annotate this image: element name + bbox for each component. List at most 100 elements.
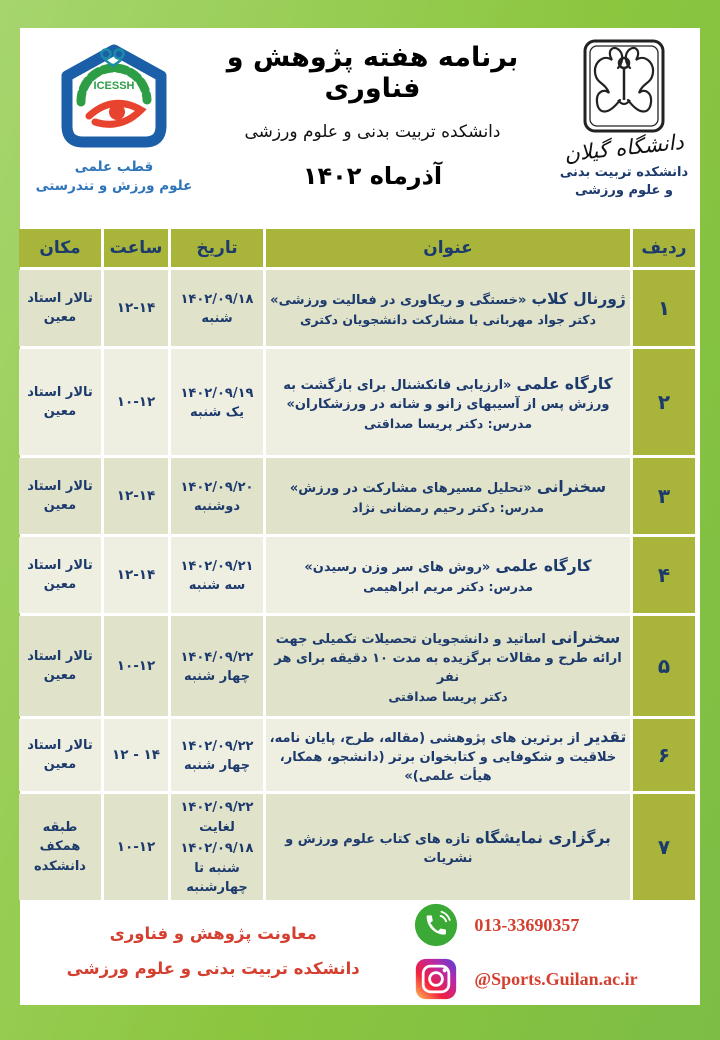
footer-contacts: 013-33690357 [386, 903, 690, 1001]
guilan-university-logo-block: دانشگاه گیلان دانشکده تربیت بدنی و علوم … [554, 38, 694, 199]
event-title-cell: برگزاری نمایشگاه تازه های کتاب علوم ورزش… [266, 794, 630, 900]
instagram-icon [416, 958, 457, 1000]
schedule-row: ۳ سخنرانی «تحلیل مسیرهای مشارکت در ورزش»… [19, 458, 695, 534]
instagram-contact: @Sports.Guilan.ac.ir [414, 957, 690, 1001]
event-place: تالار استاد معین [19, 349, 101, 455]
event-date-cell: ۱۴۰۲/۰۹/۲۰ دوشنبه [171, 458, 263, 534]
row-number: ۲ [633, 349, 695, 455]
event-time-cell: ۱۲-۱۴ [104, 270, 168, 346]
event-date-line: لغایت [199, 819, 235, 835]
header-time: ساعت [104, 229, 168, 267]
event-place: تالار استاد معین [19, 719, 101, 791]
event-type: کارگاه علمی [516, 374, 613, 393]
row-number: ۴ [633, 537, 695, 613]
event-date-cell: ۱۴۰۲/۰۹/۱۸ شنبه [171, 270, 263, 346]
event-time: ۱۲-۱۴ [116, 567, 156, 583]
schedule-row: ۵ سخنرانی اساتید و دانشجویان تحصیلات تکم… [19, 616, 695, 716]
event-description: تازه های کتاب علوم ورزش و نشریات [285, 831, 473, 866]
event-presenter: مدرس: دکتر پریسا صداقتی [363, 415, 533, 431]
event-time: ۱۲-۱۴ [116, 488, 156, 504]
event-place: تالار استاد معین [19, 537, 101, 613]
event-place: تالار استاد معین [19, 270, 101, 346]
event-date-cell: ۱۴۰۲/۰۹/۲۱ سه شنبه [171, 537, 263, 613]
schedule-row: ۶ تقدیر از برترین های پژوهشی (مقاله، طرح… [19, 719, 695, 791]
event-time-cell: ۱۰-۱۲ [104, 794, 168, 900]
event-place: تالار استاد معین [19, 616, 101, 716]
icessh-acronym: ICESSH [94, 80, 135, 92]
event-date-line: چهارشنبه [186, 880, 248, 895]
event-title-cell: ژورنال کلاب «خستگی و ریکاوری در فعالیت و… [266, 270, 630, 346]
row-number: ۶ [633, 719, 695, 791]
event-presenter: مدرس: دکتر مریم ابراهیمی [363, 579, 533, 594]
poster-main-title: برنامه هفته پژوهش و فناوری [226, 42, 519, 104]
poster-white-panel: دانشگاه گیلان دانشکده تربیت بدنی و علوم … [19, 28, 700, 1005]
phone-number: 013-33690357 [474, 914, 580, 935]
event-description: از برترین های پژوهشی (مقاله، طرح، پایان … [269, 730, 617, 784]
event-date-line: سه شنبه [188, 578, 246, 593]
icessh-caption-line2: علوم ورزش و تندرستی [35, 177, 193, 194]
row-number: ۵ [633, 616, 695, 716]
guilan-faculty-line2: و علوم ورزشی [575, 182, 673, 198]
event-time: ۱۰-۱۲ [116, 658, 156, 674]
event-date-cell: ۱۴۰۲/۰۹/۲۲ لغایت ۱۴۰۲/۰۹/۱۸ شنبه تا چهارشنبه [171, 794, 263, 900]
event-date-cell: ۱۴۰۲/۰۹/۲۲ چهار شنبه [171, 719, 263, 791]
event-date-line: ۱۴۰۲/۰۹/۱۸ [180, 841, 254, 856]
event-date-line: ۱۴۰۲/۰۹/۲۱ [180, 558, 254, 574]
event-date-line: ۱۴۰۲/۰۹/۱۸ [180, 291, 254, 307]
event-description: «روش های سر وزن رسیدن» [304, 560, 491, 575]
event-time: ۱۲-۱۴ [116, 300, 156, 316]
event-time: ۱۰-۱۲ [116, 394, 156, 410]
event-title-cell: کارگاه علمی «روش های سر وزن رسیدن» مدرس:… [266, 537, 630, 613]
event-time-cell: ۱۲-۱۴ [104, 458, 168, 534]
row-number: ۷ [633, 794, 695, 900]
row-number: ۱ [633, 270, 695, 346]
event-date-line: ۱۴۰۲/۰۹/۲۲ [180, 800, 254, 815]
event-date-line: شنبه تا [194, 860, 240, 876]
schedule-row: ۱ ژورنال کلاب «خستگی و ریکاوری در فعالیت… [19, 270, 695, 346]
event-description: «خستگی و ریکاوری در فعالیت ورزشی» [270, 293, 527, 308]
header-date: تاریخ [171, 229, 263, 267]
event-date-line: ۱۴۰۲/۰۹/۲۲ [180, 738, 254, 754]
event-place: طبقه همکف دانشکده [19, 794, 101, 900]
event-type: سخنرانی [550, 629, 621, 647]
header-row-number: ردیف [633, 229, 695, 267]
event-time-cell: ۱۰-۱۲ [104, 616, 168, 716]
schedule-row: ۲ کارگاه علمی «ارزیابی فانکشنال برای باز… [19, 349, 695, 455]
row-number: ۳ [633, 458, 695, 534]
event-type: سخنرانی [536, 478, 607, 496]
guilan-university-emblem-icon [583, 39, 665, 133]
poster-titles: برنامه هفته پژوهش و فناوری دانشکده تربیت… [210, 36, 535, 190]
icessh-caption-line1: قطب علمی [74, 159, 154, 175]
footer-org-line1: معاونت پژوهش و فناوری [109, 924, 317, 944]
event-date-line: چهار شنبه [183, 669, 251, 684]
event-date-line: ۱۴۰۲/۰۹/۲۰ [180, 479, 254, 495]
poster-header: دانشگاه گیلان دانشکده تربیت بدنی و علوم … [20, 28, 700, 226]
event-time-cell: ۱۲-۱۴ [104, 537, 168, 613]
event-date-line: چهار شنبه [183, 758, 251, 773]
event-type: برگزاری نمایشگاه [475, 828, 611, 847]
event-date-line: ۱۴۰۲/۰۹/۱۹ [180, 385, 254, 401]
event-title-cell: سخنرانی «تحلیل مسیرهای مشارکت در ورزش» م… [266, 458, 630, 534]
event-date-cell: ۱۴۰۴/۰۹/۲۲ چهار شنبه [171, 616, 263, 716]
schedule-table: ردیف عنوان تاریخ ساعت مکان ۱ ژورنال کلاب… [16, 226, 698, 903]
event-type: کارگاه علمی [495, 557, 592, 575]
footer-organization: معاونت پژوهش و فناوری دانشکده تربیت بدنی… [30, 917, 386, 986]
event-date-line: ۱۴۰۴/۰۹/۲۲ [180, 649, 254, 665]
event-presenter: دکتر جواد مهربانی با مشارکت دانشجویان دک… [300, 312, 596, 327]
event-title-cell: تقدیر از برترین های پژوهشی (مقاله، طرح، … [266, 719, 630, 791]
poster-subtitle: دانشکده تربیت بدنی و علوم ورزشی [244, 122, 501, 142]
schedule-header-row: ردیف عنوان تاریخ ساعت مکان [19, 229, 695, 267]
event-place: تالار استاد معین [19, 458, 101, 534]
event-time: ۱۰-۱۲ [116, 838, 156, 855]
guilan-faculty-line1: دانشکده تربیت بدنی [559, 165, 689, 180]
event-description: اساتید و دانشجویان تحصیلات تکمیلی جهت ار… [274, 632, 622, 685]
footer-org-line2: دانشکده تربیت بدنی و علوم ورزشی [66, 959, 360, 978]
event-title-cell: سخنرانی اساتید و دانشجویان تحصیلات تکمیل… [266, 616, 630, 716]
event-title-cell: کارگاه علمی «ارزیابی فانکشنال برای بازگش… [266, 349, 630, 455]
phone-contact: 013-33690357 [414, 903, 690, 947]
event-time-cell: ۱۰-۱۲ [104, 349, 168, 455]
event-presenter: دکتر پریسا صداقتی [388, 689, 508, 704]
guilan-university-name: دانشگاه گیلان [563, 129, 685, 167]
icessh-logo-icon: ICESSH [61, 44, 167, 148]
